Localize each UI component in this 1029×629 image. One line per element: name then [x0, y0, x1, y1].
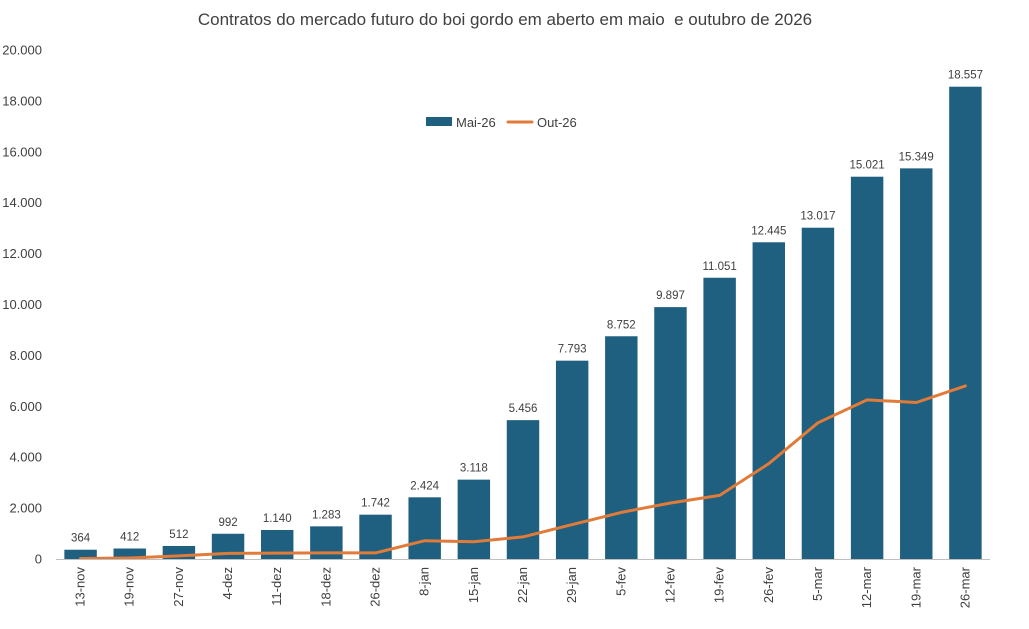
bar-data-label: 5.456 — [509, 403, 538, 415]
bar-data-label: 9.897 — [656, 290, 685, 302]
bar-data-label: 1.283 — [312, 509, 341, 521]
bar — [703, 277, 736, 559]
bar — [949, 86, 982, 559]
y-tick-label: 20.000 — [2, 43, 42, 58]
legend-label: Mai-26 — [456, 115, 496, 130]
x-tick-label: 26-mar — [957, 566, 972, 608]
bar-data-label: 1.742 — [361, 498, 390, 510]
bar — [900, 168, 933, 559]
y-tick-label: 0 — [35, 552, 42, 567]
chart-title: Contratos do mercado futuro do boi gordo… — [197, 10, 813, 29]
legend-swatch-bar — [426, 117, 452, 126]
bar-data-label: 992 — [218, 517, 237, 529]
bar — [654, 307, 687, 559]
bar-data-label: 512 — [169, 529, 188, 541]
bar-data-label: 1.140 — [263, 513, 292, 525]
y-axis: 0 2.000 4.000 6.000 8.000 10.000 12.000 14.000 1… — [2, 43, 42, 567]
bar-data-label: 412 — [120, 532, 139, 544]
x-tick-label: 8-jan — [417, 567, 432, 596]
x-tick-label: 11-dez — [269, 567, 284, 606]
y-tick-label: 2.000 — [9, 501, 42, 516]
x-tick-label: 26-fev — [761, 567, 776, 604]
x-axis: 13-nov 19-nov 27-nov 4-dez 11-dez 18-dez 26-de… — [56, 559, 990, 608]
x-tick-label: 26-dez — [368, 567, 383, 607]
x-tick-label: 29-jan — [564, 567, 579, 603]
bar-data-labels: 364 412 512 992 1.140 1.283 1.742 2.424 3.118 5.4… — [71, 70, 983, 545]
x-tick-label: 4-dez — [220, 567, 235, 600]
bar-data-label: 3.118 — [460, 463, 488, 475]
y-tick-label: 18.000 — [2, 93, 42, 108]
y-tick-label: 16.000 — [2, 144, 42, 159]
bar — [113, 548, 146, 559]
x-tick-label: 12-mar — [859, 566, 874, 608]
bar-series-mai-26 — [64, 86, 982, 559]
x-tick-label: 12-fev — [662, 567, 677, 604]
x-tick-label: 13-nov — [73, 567, 88, 607]
x-tick-label: 15-jan — [466, 567, 481, 603]
bar-data-label: 18.557 — [948, 70, 983, 82]
y-tick-label: 10.000 — [2, 297, 42, 312]
bar — [457, 479, 491, 559]
bar — [555, 360, 589, 559]
bar — [850, 176, 884, 559]
bar-data-label: 13.017 — [800, 211, 835, 223]
x-tick-label: 19-nov — [122, 567, 137, 607]
x-tick-label: 19-fev — [712, 567, 727, 604]
series-line — [79, 384, 967, 560]
bar-data-label: 7.793 — [558, 344, 587, 356]
x-tick-label: 18-dez — [318, 567, 333, 607]
y-tick-label: 12.000 — [2, 246, 42, 261]
bar-data-label: 364 — [71, 533, 91, 545]
bar — [408, 497, 441, 559]
bar — [752, 242, 786, 559]
bar-data-label: 15.349 — [899, 151, 934, 163]
y-tick-label: 8.000 — [9, 348, 42, 363]
bar-data-label: 15.021 — [850, 160, 885, 172]
x-tick-label: 5-fev — [613, 567, 628, 596]
x-tick-label: 5-mar — [810, 566, 825, 601]
bar-data-label: 12.445 — [751, 225, 786, 237]
legend-label: Out-26 — [537, 115, 577, 130]
y-tick-label: 4.000 — [9, 450, 42, 465]
bar-data-label: 2.424 — [410, 480, 439, 492]
y-tick-label: 6.000 — [9, 399, 42, 414]
y-tick-label: 14.000 — [2, 195, 42, 210]
x-tick-label: 27-nov — [171, 567, 186, 607]
bar — [801, 227, 835, 559]
bar-data-label: 11.051 — [702, 261, 736, 273]
x-tick-label: 22-jan — [515, 567, 530, 603]
bar — [605, 336, 638, 559]
line-series-out-26 — [79, 384, 967, 560]
bar-data-label: 8.752 — [607, 319, 636, 331]
bar — [64, 549, 97, 559]
legend: Mai-26 Out-26 — [426, 115, 577, 130]
x-tick-label: 19-mar — [908, 566, 923, 608]
